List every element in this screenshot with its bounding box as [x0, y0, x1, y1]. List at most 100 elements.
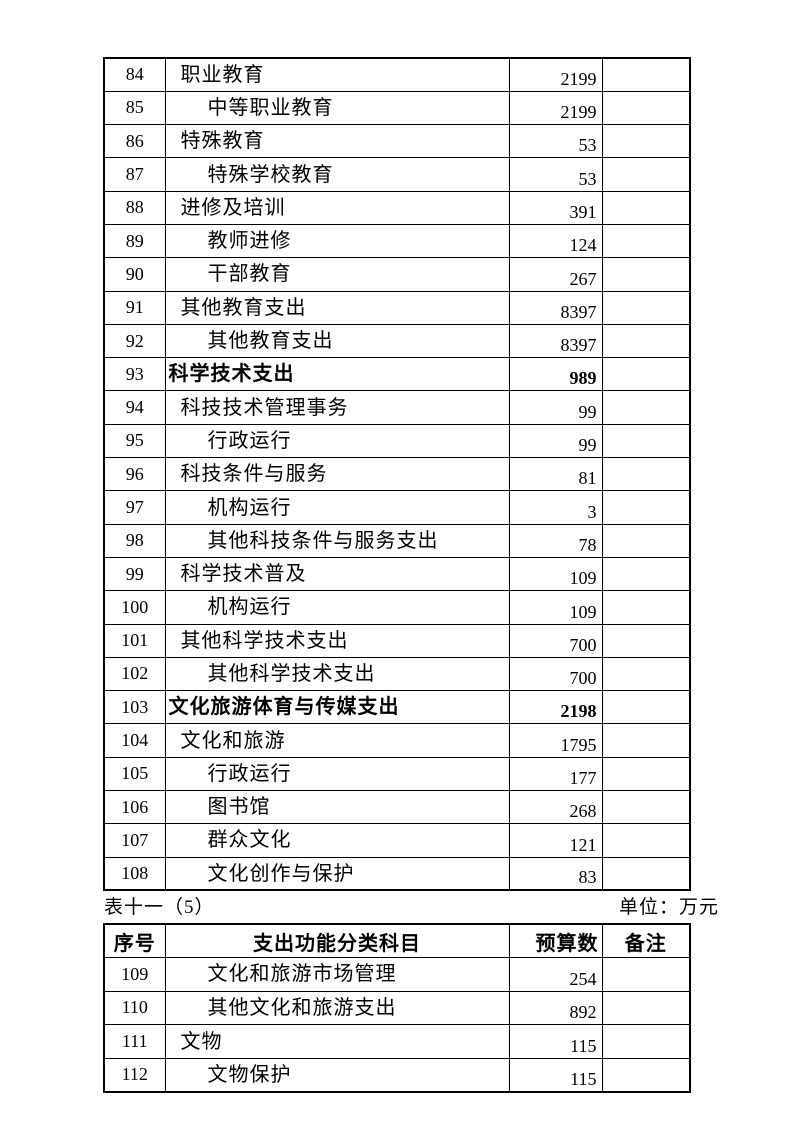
- row-category: 文化创作与保护: [164, 856, 510, 891]
- row-seq-number: 100: [103, 590, 166, 625]
- row-note-cell: [601, 423, 691, 459]
- table-row: 92 其他教育支出 8397: [103, 323, 691, 359]
- row-budget-value: 109: [508, 556, 603, 592]
- row-seq-number: 98: [103, 523, 166, 558]
- row-seq-number: 84: [103, 57, 166, 92]
- table-row: 86 特殊教育 53: [103, 124, 691, 159]
- table-header-row: 序号 支出功能分类科目 预算数 备注: [103, 923, 691, 959]
- row-seq-number: 105: [103, 756, 166, 792]
- row-seq-number: 96: [103, 457, 166, 492]
- row-budget-value: 8397: [508, 323, 603, 359]
- table-row: 101 其他科学技术支出 700: [103, 623, 691, 658]
- row-budget-value: 109: [508, 590, 603, 625]
- budget-table-continuation: 84 职业教育 2199 85 中等职业教育 2199 86 特殊教育 53 8…: [103, 57, 691, 892]
- table-row: 93 科学技术支出 989: [103, 357, 691, 392]
- row-note-cell: [601, 723, 691, 758]
- table-row: 89 教师进修 124: [103, 223, 691, 259]
- row-category: 科技条件与服务: [164, 457, 510, 492]
- row-budget-value: 700: [508, 623, 603, 658]
- row-budget-value: 177: [508, 756, 603, 792]
- row-category: 文化和旅游: [164, 723, 510, 758]
- row-budget-value: 8397: [508, 290, 603, 325]
- row-category: 教师进修: [164, 223, 510, 259]
- row-seq-number: 94: [103, 390, 166, 425]
- row-category: 其他科学技术支出: [164, 656, 510, 692]
- row-note-cell: [601, 823, 691, 858]
- row-seq-number: 111: [103, 1024, 166, 1059]
- row-seq-number: 87: [103, 157, 166, 192]
- header-note: 备注: [601, 923, 691, 959]
- table-row: 95 行政运行 99: [103, 423, 691, 459]
- table-row: 87 特殊学校教育 53: [103, 157, 691, 192]
- table-row: 100 机构运行 109: [103, 590, 691, 625]
- row-note-cell: [601, 1024, 691, 1059]
- row-budget-value: 2198: [508, 690, 603, 725]
- row-note-cell: [601, 590, 691, 625]
- row-seq-number: 108: [103, 856, 166, 891]
- row-category: 进修及培训: [164, 190, 510, 225]
- row-note-cell: [601, 190, 691, 225]
- row-note-cell: [601, 856, 691, 891]
- row-seq-number: 101: [103, 623, 166, 658]
- header-seq: 序号: [103, 923, 166, 959]
- row-note-cell: [601, 957, 691, 992]
- row-category: 其他科学技术支出: [164, 623, 510, 658]
- row-seq-number: 85: [103, 90, 166, 126]
- table-row: 103 文化旅游体育与传媒支出 2198: [103, 690, 691, 725]
- row-category: 科学技术支出: [164, 357, 510, 392]
- header-budget: 预算数: [508, 923, 603, 959]
- row-category: 文化旅游体育与传媒支出: [164, 690, 510, 725]
- table-row: 106 图书馆 268: [103, 790, 691, 825]
- row-note-cell: [601, 124, 691, 159]
- row-budget-value: 81: [508, 457, 603, 492]
- row-category: 职业教育: [164, 57, 510, 92]
- row-budget-value: 268: [508, 790, 603, 825]
- row-seq-number: 109: [103, 957, 166, 992]
- row-seq-number: 103: [103, 690, 166, 725]
- row-note-cell: [601, 223, 691, 259]
- row-category: 行政运行: [164, 756, 510, 792]
- row-note-cell: [601, 290, 691, 325]
- row-note-cell: [601, 556, 691, 592]
- header-category: 支出功能分类科目: [164, 923, 510, 959]
- row-budget-value: 1795: [508, 723, 603, 758]
- row-note-cell: [601, 990, 691, 1026]
- row-category: 其他文化和旅游支出: [164, 990, 510, 1026]
- row-note-cell: [601, 57, 691, 92]
- row-budget-value: 989: [508, 357, 603, 392]
- table-row: 85 中等职业教育 2199: [103, 90, 691, 126]
- row-category: 其他教育支出: [164, 290, 510, 325]
- unit-label: 单位：万元: [618, 897, 719, 918]
- row-budget-value: 115: [508, 1024, 603, 1059]
- row-seq-number: 91: [103, 290, 166, 325]
- row-note-cell: [601, 157, 691, 192]
- row-note-cell: [601, 623, 691, 658]
- row-note-cell: [601, 1057, 691, 1093]
- row-seq-number: 93: [103, 357, 166, 392]
- table-row: 94 科技技术管理事务 99: [103, 390, 691, 425]
- row-budget-value: 391: [508, 190, 603, 225]
- row-category: 图书馆: [164, 790, 510, 825]
- row-category: 科学技术普及: [164, 556, 510, 592]
- budget-table-section: 序号 支出功能分类科目 预算数 备注 109 文化和旅游市场管理 254 110…: [103, 923, 691, 1093]
- row-budget-value: 2199: [508, 57, 603, 92]
- table-row: 107 群众文化 121: [103, 823, 691, 858]
- row-budget-value: 99: [508, 390, 603, 425]
- table-row: 84 职业教育 2199: [103, 57, 691, 92]
- row-seq-number: 90: [103, 257, 166, 292]
- table-row: 99 科学技术普及 109: [103, 556, 691, 592]
- row-category: 群众文化: [164, 823, 510, 858]
- row-category: 行政运行: [164, 423, 510, 459]
- row-category: 机构运行: [164, 590, 510, 625]
- row-budget-value: 267: [508, 257, 603, 292]
- row-seq-number: 110: [103, 990, 166, 1026]
- row-note-cell: [601, 790, 691, 825]
- row-note-cell: [601, 390, 691, 425]
- table-caption: 表十一（5）: [104, 897, 215, 918]
- row-category: 其他教育支出: [164, 323, 510, 359]
- table-row: 108 文化创作与保护 83: [103, 856, 691, 891]
- row-note-cell: [601, 357, 691, 392]
- table-caption-row: 表十一（5） 单位：万元: [104, 889, 719, 922]
- table-row: 91 其他教育支出 8397: [103, 290, 691, 325]
